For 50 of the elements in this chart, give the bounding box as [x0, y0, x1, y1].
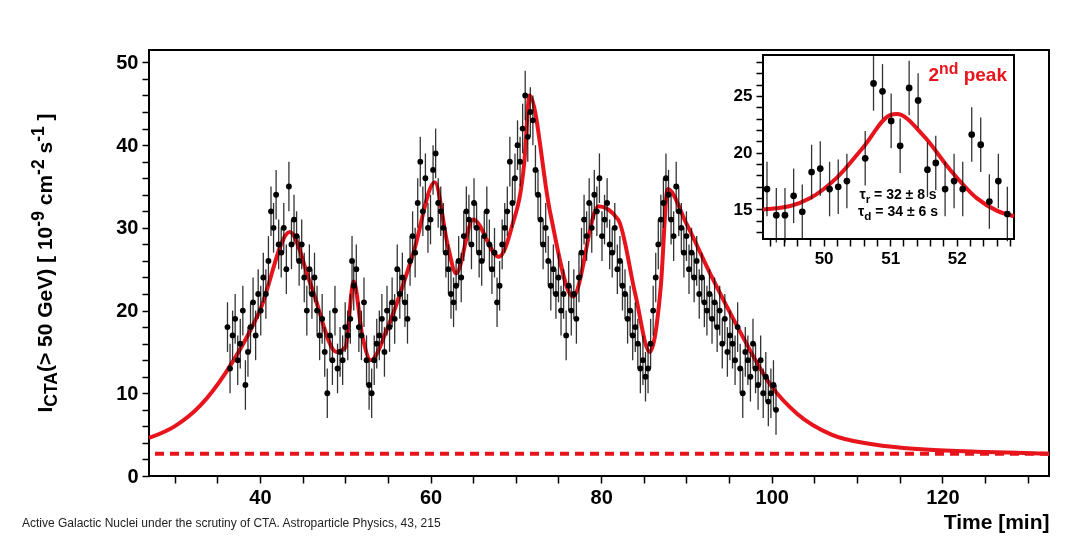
x-axis-title: Time [min] — [943, 509, 1050, 533]
y-tick-label: 20 — [733, 143, 753, 163]
point — [924, 166, 931, 174]
y-tick-label: 30 — [116, 216, 139, 239]
annotation: τ$_{d}$ = 34 ± 6 s — [858, 203, 938, 222]
y-tick-label: 25 — [733, 86, 753, 106]
y-tick-label: 0 — [127, 464, 139, 487]
point — [896, 142, 904, 150]
point — [932, 159, 940, 167]
point — [950, 177, 958, 185]
text: Active Galactic Nuclei under the scrutiny of CTA. Astroparticle Physics, 43, 215 — [22, 516, 441, 530]
point — [772, 211, 780, 219]
point — [870, 80, 877, 87]
y-tick-label: 15 — [733, 199, 753, 219]
point — [879, 88, 886, 95]
point — [816, 165, 824, 172]
point — [905, 84, 913, 92]
x-tick-label: 80 — [590, 485, 613, 508]
y-tick-label: 40 — [116, 133, 139, 156]
x-tick-label: 60 — [419, 485, 443, 508]
point — [834, 183, 842, 191]
point — [781, 211, 789, 219]
point — [968, 131, 976, 138]
line-series — [761, 112, 1016, 219]
point — [986, 198, 993, 205]
x-tick-label: 100 — [755, 485, 789, 508]
point — [790, 192, 797, 200]
point — [914, 97, 922, 104]
point — [843, 177, 851, 185]
y-tick-label: 20 — [116, 299, 139, 322]
point — [887, 117, 895, 125]
point — [826, 185, 833, 193]
point — [977, 141, 985, 149]
point — [959, 185, 967, 193]
point — [861, 155, 869, 162]
annotation: τ$_{r}$ = 32 ± 8 s — [859, 186, 937, 205]
annotation: 2$^{nd}$ peak — [928, 60, 1007, 87]
point — [763, 185, 771, 193]
x-tick-label: 50 — [814, 248, 834, 268]
point — [995, 177, 1002, 185]
point — [808, 168, 815, 176]
y-tick-label: 10 — [116, 381, 139, 404]
point — [1003, 210, 1011, 218]
x-tick-label: 51 — [881, 248, 901, 268]
y-tick-label: 50 — [116, 50, 139, 73]
x-tick-label: 52 — [947, 248, 967, 268]
x-tick-label: 40 — [249, 485, 272, 508]
x-tick-label: 120 — [926, 485, 960, 508]
point — [941, 185, 949, 193]
point — [798, 208, 806, 216]
